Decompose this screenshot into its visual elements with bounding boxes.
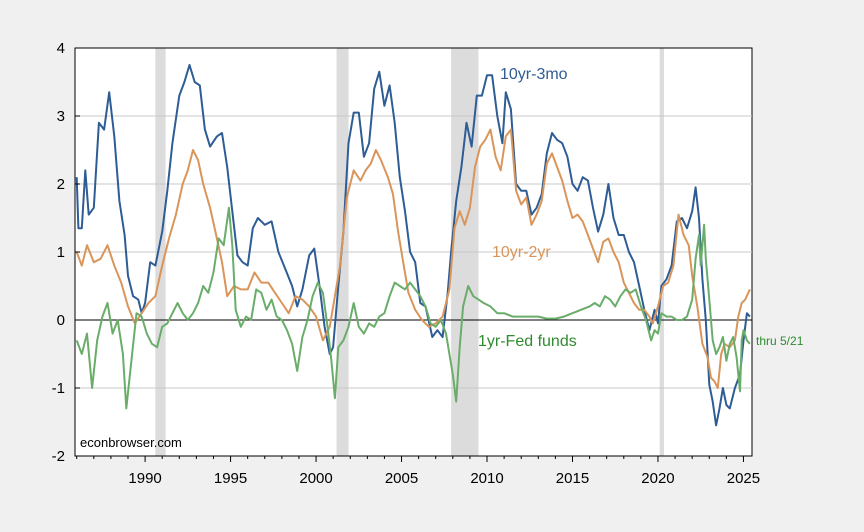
series-line-0 [75,64,751,427]
y-tick-label: 2 [57,176,65,193]
y-tick-label: 1 [57,244,65,261]
x-tick-label: 2025 [727,470,760,487]
series-label-10yr-3mo: 10yr-3mo [500,66,568,83]
series-label-1yr-fed-funds: 1yr-Fed funds [478,333,577,350]
data-through-annotation: thru 5/21 [756,334,804,348]
series-lines [75,64,751,427]
x-tick-label: 2000 [299,470,332,487]
series-line-1 [75,128,751,389]
series-line-2 [75,206,751,410]
gridlines [75,115,752,389]
x-tick-label: 1995 [214,470,247,487]
y-tick-label: -1 [52,380,65,397]
y-tick-label: 4 [57,40,65,57]
x-tick-label: 2015 [556,470,589,487]
x-tick-label: 2005 [385,470,418,487]
source-credit: econbrowser.com [80,435,182,450]
y-tick-label: -2 [52,448,65,465]
x-tick-label: 2010 [470,470,503,487]
y-axis-ticks: -2 -1 0 1 2 3 4 [52,40,80,465]
x-tick-label: 1990 [128,470,161,487]
x-tick-label: 2020 [641,470,674,487]
y-tick-label: 0 [57,312,65,329]
y-tick-label: 3 [57,108,65,125]
x-axis-ticks: 1990 1995 2000 2005 2010 2015 2020 2025 [76,456,760,487]
series-label-10yr-2yr: 10yr-2yr [492,244,551,261]
